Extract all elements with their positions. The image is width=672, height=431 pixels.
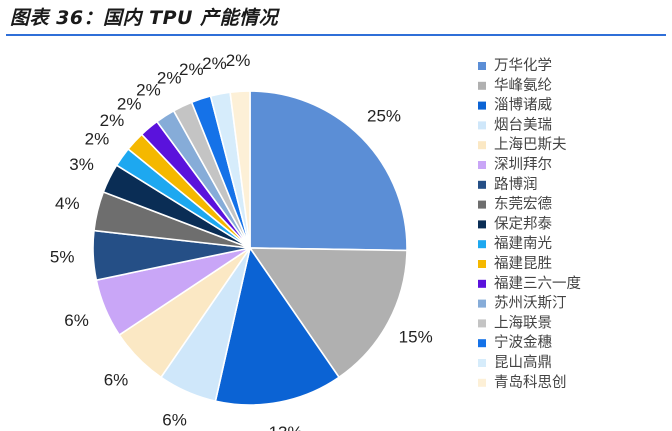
legend-label: 宁波金穗 [494,334,552,351]
slice-percent-label: 25% [367,107,401,126]
pie-slice [214,246,341,406]
title-divider [6,34,666,36]
slice-percent-label: 2% [179,60,204,79]
pie-slice [249,90,408,252]
pie-slices [92,90,408,406]
legend-label: 上海巴斯夫 [494,136,567,153]
slice-percent-label: 2% [85,129,110,148]
pie-slice [248,247,408,379]
slice-percent-label: 2% [100,111,125,130]
legend-label: 上海联景 [494,314,552,331]
legend-swatch [478,299,486,308]
legend-swatch [478,81,486,90]
legend-label: 福建昆胜 [494,255,552,272]
legend-label: 东莞宏德 [494,196,552,213]
legend-label: 福建三六一度 [494,275,581,292]
legend-swatch [478,220,486,229]
legend-swatch [478,101,486,110]
legend-swatch [478,121,486,130]
legend-swatch [478,180,486,189]
legend-swatch [478,161,486,169]
slice-percent-label: 4% [55,194,80,213]
slice-percent-label: 2% [136,80,161,99]
legend-label: 苏州沃斯汀 [494,295,567,312]
legend-label: 保定邦泰 [494,215,552,232]
slice-percent-label: 2% [157,69,182,88]
legend-label: 路博润 [494,176,538,193]
pie-percent-labels: 25%15%13%6%6%6%5%4%3%2%2%2%2%2%2%2%2% [50,51,433,431]
slice-percent-label: 2% [202,54,227,73]
slice-percent-label: 2% [226,51,251,70]
legend-swatch [478,260,486,268]
slice-percent-label: 6% [104,370,129,389]
slice-percent-label: 13% [269,423,303,431]
legend-label: 福建南光 [494,235,552,252]
slice-percent-label: 15% [399,327,433,346]
slice-percent-label: 3% [69,155,94,174]
page-title: 图表 36：国内 TPU 产能情况 [10,7,279,29]
legend-swatch [478,279,486,288]
legend-label: 万华化学 [494,57,552,74]
legend-swatch [478,141,486,150]
legend-swatch [478,359,486,367]
legend-swatch [478,62,486,70]
legend-label: 淄博诸威 [494,97,552,114]
legend-label: 昆山高鼎 [494,354,552,371]
slice-percent-label: 5% [50,247,75,266]
legend-label: 青岛科思创 [494,374,567,391]
legend: 万华化学华峰氨纶淄博诸威烟台美瑞上海巴斯夫深圳拜尔路博润东莞宏德保定邦泰福建南光… [478,57,581,391]
legend-swatch [478,378,486,387]
slice-percent-label: 2% [117,95,142,114]
legend-swatch [478,319,486,328]
legend-label: 深圳拜尔 [494,156,552,173]
legend-swatch [478,200,486,209]
slice-percent-label: 6% [64,311,89,330]
legend-label: 烟台美瑞 [494,116,552,133]
legend-swatch [478,339,486,348]
legend-label: 华峰氨纶 [494,77,552,94]
slice-percent-label: 6% [162,411,187,430]
legend-swatch [478,240,486,249]
pie-slice [229,90,251,249]
